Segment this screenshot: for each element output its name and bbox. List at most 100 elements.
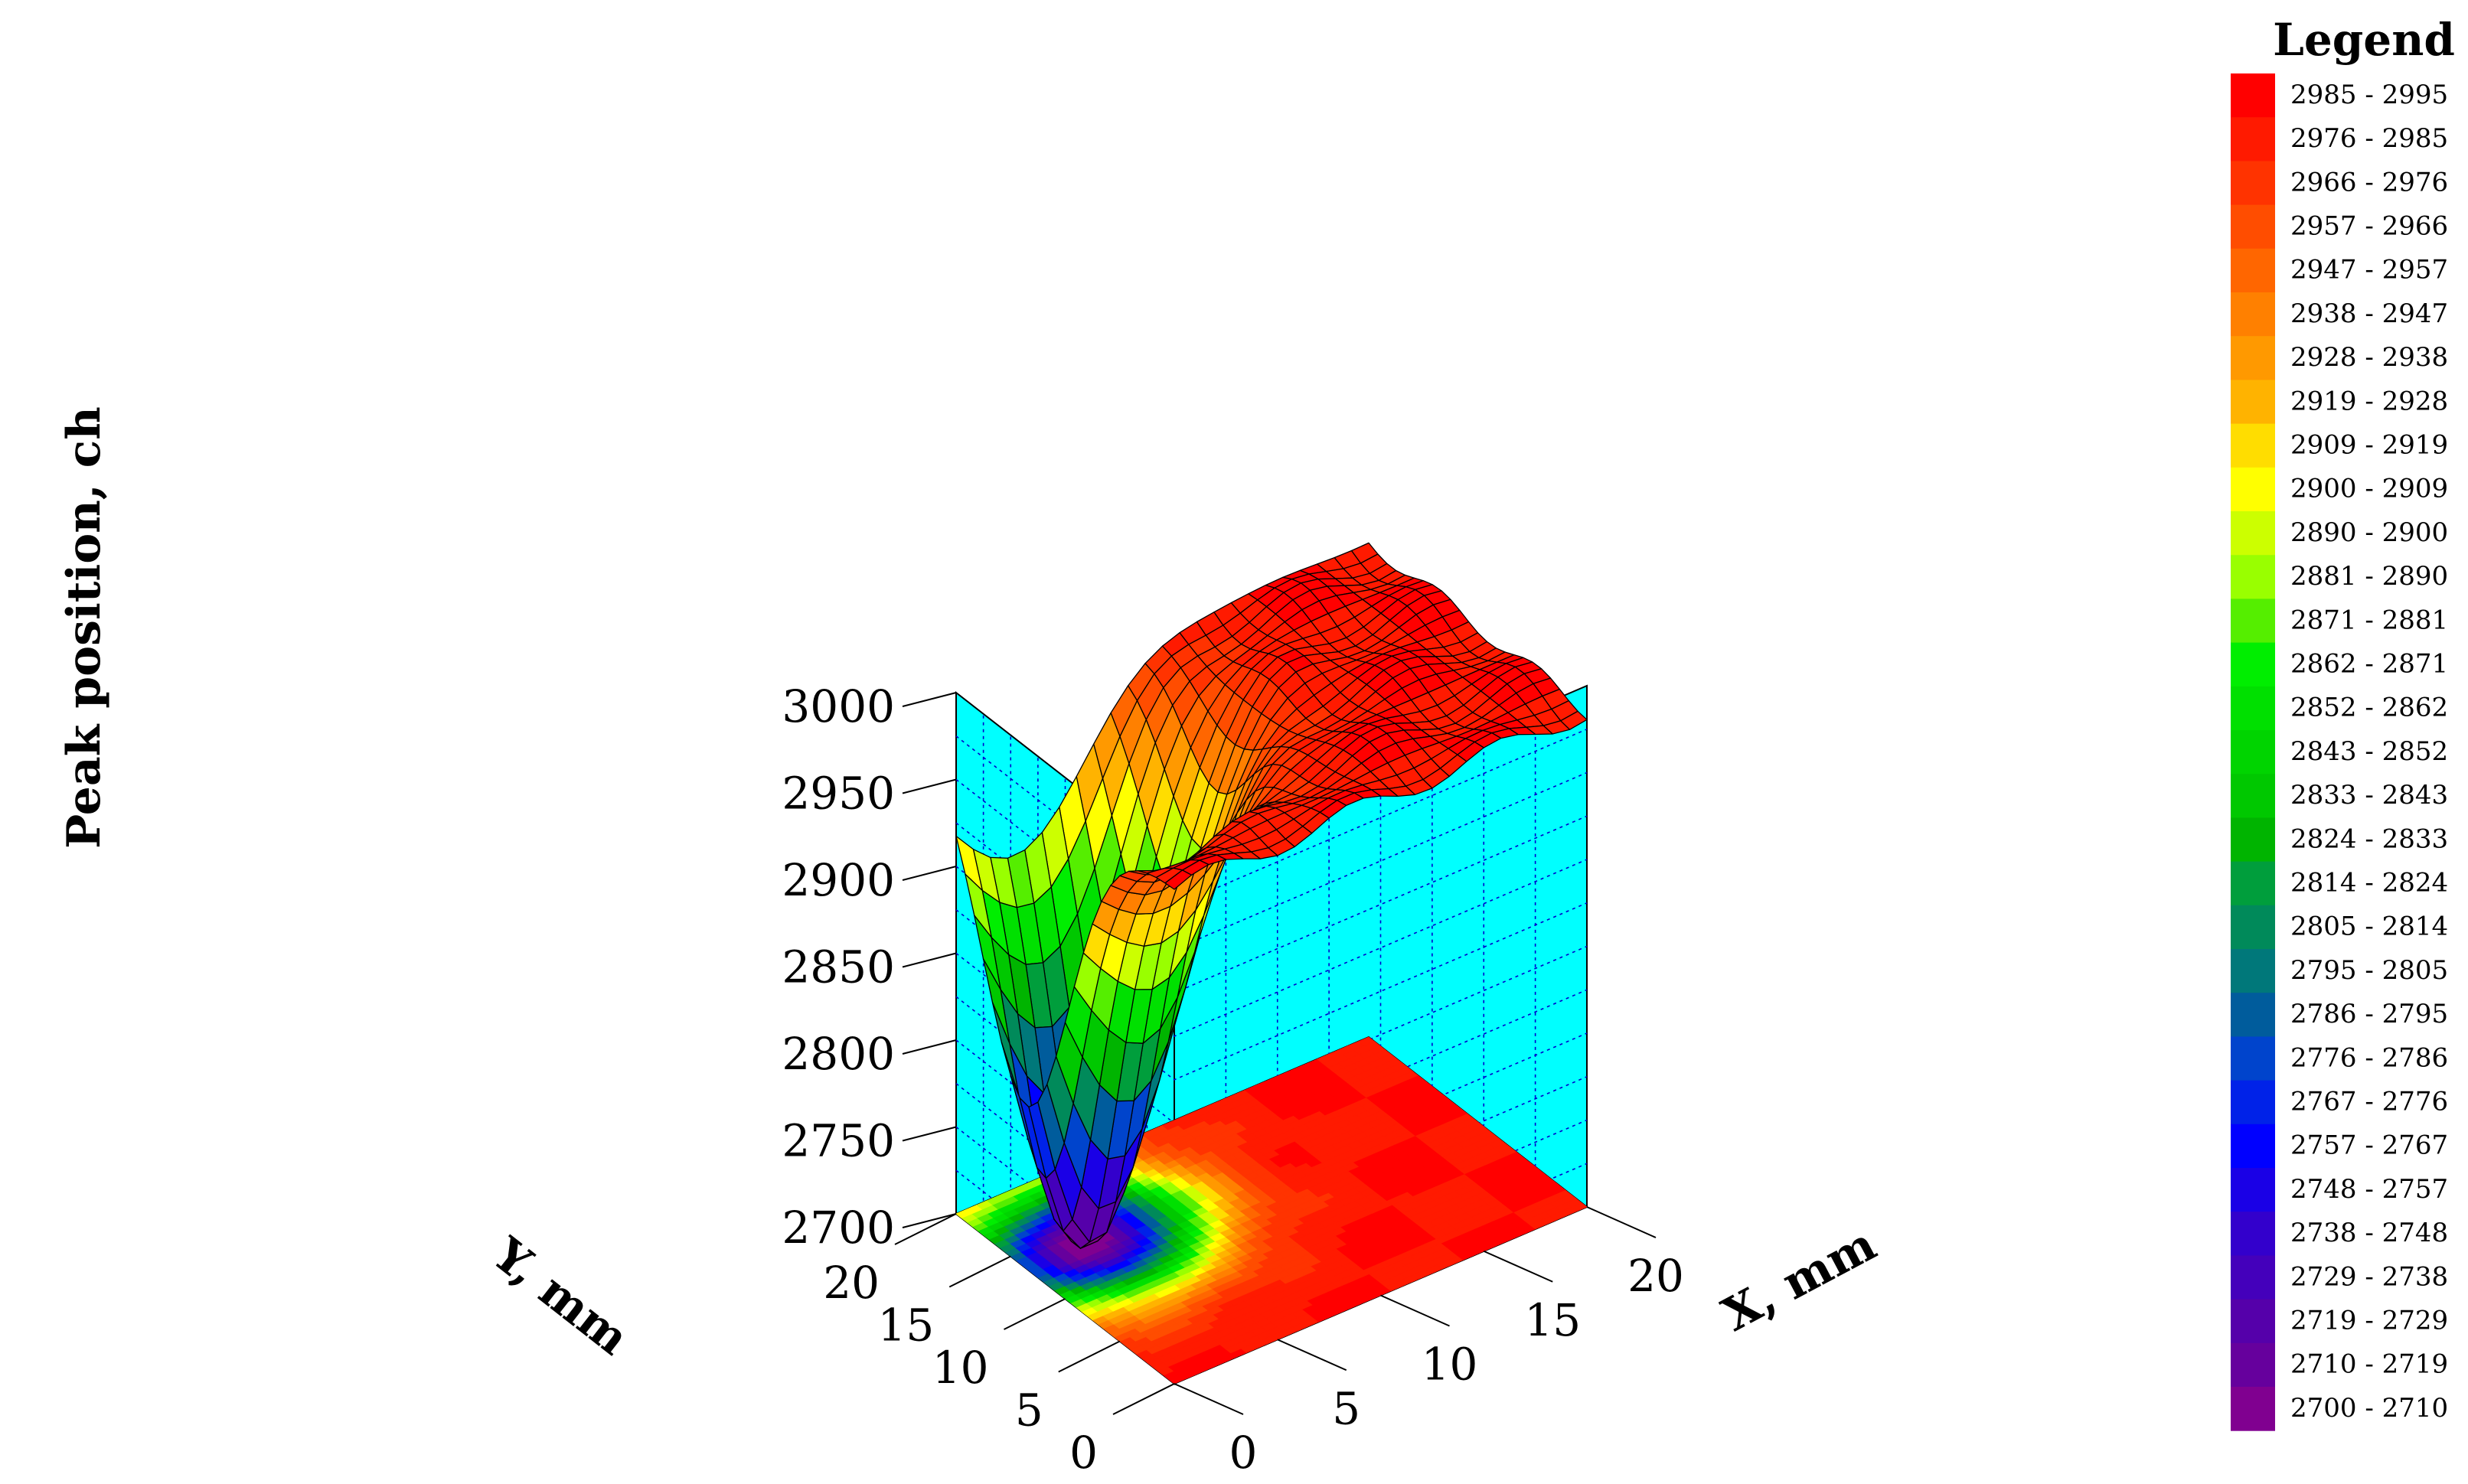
legend-label: 2710 - 2719: [2290, 1349, 2448, 1380]
legend-label: 2919 - 2928: [2290, 386, 2448, 416]
y-tick: [894, 1213, 957, 1245]
legend-label: 2900 - 2909: [2290, 474, 2448, 504]
legend-title: Legend: [2273, 14, 2455, 66]
z-tick: [902, 1213, 957, 1228]
legend-swatch: [2231, 1036, 2275, 1081]
z-tick: [902, 778, 957, 794]
legend-swatch: [2231, 248, 2275, 293]
y-tick-label: 10: [932, 1342, 989, 1394]
legend-swatch: [2231, 117, 2275, 161]
legend-label: 2947 - 2957: [2290, 255, 2448, 285]
legend-label: 2871 - 2881: [2290, 605, 2448, 635]
legend: Legend 2985 - 2995 2976 - 2985 2966 - 2976 2…: [2231, 14, 2455, 1431]
legend-label: 2805 - 2814: [2290, 912, 2448, 942]
legend-label: 2786 - 2795: [2290, 999, 2448, 1029]
legend-label: 2938 - 2947: [2290, 298, 2448, 329]
legend-swatch: [2231, 1255, 2275, 1300]
legend-swatch: [2231, 686, 2275, 731]
z-tick-label: 2900: [782, 854, 895, 906]
legend-label: 2881 - 2890: [2290, 561, 2448, 592]
z-tick: [902, 952, 957, 968]
legend-swatch: [2231, 292, 2275, 337]
x-tick: [1483, 1250, 1553, 1283]
y-tick-label: 15: [877, 1300, 934, 1352]
surface-cell: [1164, 869, 1193, 890]
legend-swatch: [2231, 642, 2275, 687]
x-tick-label: 20: [1627, 1250, 1684, 1302]
x-tick: [1277, 1339, 1347, 1371]
x-tick-label: 15: [1524, 1294, 1581, 1346]
legend-swatch: [2231, 1124, 2275, 1169]
legend-label: 2957 - 2966: [2290, 210, 2448, 241]
legend-label: 2890 - 2900: [2290, 517, 2448, 548]
legend-swatch: [2231, 204, 2275, 250]
x-tick-label: 10: [1422, 1339, 1478, 1391]
z-tick: [902, 692, 957, 707]
legend-swatch: [2231, 1212, 2275, 1256]
legend-swatch: [2231, 511, 2275, 556]
x-tick-label: 0: [1229, 1427, 1258, 1479]
z-tick-label: 2750: [782, 1115, 895, 1167]
legend-swatch: [2231, 423, 2275, 468]
legend-label: 2757 - 2767: [2290, 1130, 2448, 1161]
y-tick: [1112, 1383, 1175, 1415]
legend-swatch: [2231, 336, 2275, 380]
legend-swatch: [2231, 1080, 2275, 1125]
legend-swatch: [2231, 905, 2275, 950]
floor-contour-map: [955, 1036, 1588, 1385]
x-tick: [1380, 1294, 1450, 1327]
legend-swatch: [2231, 1387, 2275, 1431]
legend-label: 2843 - 2852: [2290, 736, 2448, 767]
legend-swatch: [2231, 1299, 2275, 1344]
legend-label: 2767 - 2776: [2290, 1086, 2448, 1117]
legend-swatch: [2231, 467, 2275, 512]
legend-swatch: [2231, 1342, 2275, 1388]
legend-label: 2738 - 2748: [2290, 1218, 2448, 1248]
legend-label: 2748 - 2757: [2290, 1174, 2448, 1205]
legend-swatch: [2231, 993, 2275, 1037]
legend-swatch: [2231, 161, 2275, 206]
z-tick: [902, 866, 957, 881]
legend-swatch: [2231, 817, 2275, 863]
legend-label: 2795 - 2805: [2290, 955, 2448, 986]
legend-label: 2824 - 2833: [2290, 824, 2448, 854]
y-axis-title: Y, mm: [482, 1227, 639, 1365]
legend-swatch: [2231, 730, 2275, 775]
x-axis-title: X, mm: [1714, 1218, 1885, 1342]
z-tick: [902, 1039, 957, 1055]
legend-label: 2985 - 2995: [2290, 80, 2448, 110]
legend-swatch: [2231, 1168, 2275, 1212]
legend-swatch: [2231, 949, 2275, 993]
legend-label: 2976 - 2985: [2290, 123, 2448, 154]
legend-label: 2700 - 2710: [2290, 1393, 2448, 1424]
legend-label: 2852 - 2862: [2290, 693, 2448, 723]
y-tick: [948, 1255, 1011, 1288]
legend-swatch: [2231, 774, 2275, 818]
legend-label: 2719 - 2729: [2290, 1305, 2448, 1336]
y-tick: [1004, 1298, 1066, 1330]
legend-label: 2729 - 2738: [2290, 1261, 2448, 1292]
legend-label: 2928 - 2938: [2290, 342, 2448, 373]
legend-swatch: [2231, 598, 2275, 644]
z-tick-label: 2800: [782, 1028, 895, 1080]
z-tick: [902, 1126, 957, 1142]
z-tick-label: 2950: [782, 768, 895, 820]
legend-label: 2862 - 2871: [2290, 648, 2448, 679]
y-tick-label: 5: [1015, 1385, 1043, 1437]
legend-label: 2814 - 2824: [2290, 867, 2448, 898]
z-tick-label: 2850: [782, 941, 895, 993]
legend-swatch: [2231, 73, 2275, 118]
y-tick: [1058, 1340, 1121, 1373]
legend-label: 2966 - 2976: [2290, 167, 2448, 197]
x-tick-label: 5: [1332, 1382, 1360, 1434]
legend-swatch: [2231, 555, 2275, 599]
legend-swatch: [2231, 861, 2275, 906]
z-tick-label: 2700: [782, 1202, 895, 1254]
y-tick-label: 0: [1069, 1427, 1098, 1479]
y-tick-label: 20: [823, 1257, 880, 1309]
legend-label: 2776 - 2786: [2290, 1042, 2448, 1073]
x-tick: [1174, 1383, 1244, 1415]
legend-label: 2909 - 2919: [2290, 429, 2448, 460]
floor-cell: [1357, 1036, 1375, 1046]
